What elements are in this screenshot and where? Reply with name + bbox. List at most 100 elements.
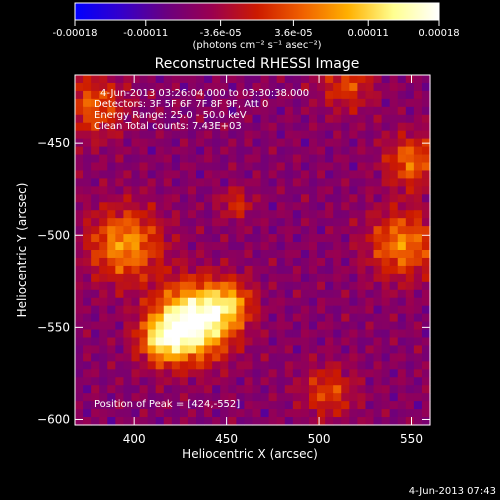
heatmap-cell [300,162,310,172]
heatmap-cell [91,138,100,148]
heatmap-cell [381,98,391,108]
heatmap-cell [413,114,423,124]
heatmap-cell [413,345,423,354]
heatmap-cell [421,369,431,378]
heatmap-cell [413,122,423,132]
heatmap-cell [260,393,270,402]
heatmap-cell [212,186,221,195]
heatmap-cell [300,202,310,211]
heatmap-cell [83,337,92,347]
heatmap-cell [179,130,189,140]
heatmap-cell [405,337,415,347]
heatmap-cell [171,226,181,235]
heatmap-cell [357,75,367,84]
heatmap-cell [139,75,149,84]
heatmap-cell [196,385,205,394]
heatmap-cell [155,345,165,354]
heatmap-cell [276,138,286,148]
heatmap-cell [163,234,173,243]
heatmap-cell [115,218,125,227]
x-tick-label: 500 [308,432,331,446]
heatmap-cell [83,393,92,402]
heatmap-cell [91,226,100,235]
heatmap-cell [139,329,149,339]
heatmap-cell [244,265,254,275]
heatmap-cell [212,154,221,164]
heatmap-cell [147,289,157,299]
heatmap-cell [220,385,229,394]
heatmap-cell [107,146,116,156]
heatmap-cell [421,289,431,299]
heatmap-cell [317,257,326,267]
heatmap-cell [196,234,205,243]
heatmap-cell [308,345,318,354]
heatmap-cell [381,297,391,307]
heatmap-cell [333,242,342,251]
heatmap-cell [268,297,278,307]
heatmap-cell [155,257,165,267]
heatmap-cell [91,114,100,124]
heatmap-cell [381,273,391,283]
heatmap-cell [373,162,383,172]
heatmap-cell [107,369,116,378]
heatmap-cell [204,321,213,331]
heatmap-cell [91,353,100,362]
heatmap-cell [115,265,125,275]
heatmap-cell [260,257,270,267]
heatmap-cell [284,178,294,187]
heatmap-cell [373,202,383,211]
heatmap-cell [365,305,375,315]
heatmap-cell [325,162,334,172]
heatmap-cell [171,138,181,148]
heatmap-cell [236,98,246,108]
heatmap-cell [99,114,108,124]
heatmap-cell [212,122,221,132]
heatmap-cell [349,138,358,148]
heatmap-cell [381,345,391,354]
heatmap-cell [405,98,415,108]
heatmap-cell [357,114,367,124]
heatmap-cell [389,162,399,172]
heatmap-cell [373,313,383,323]
heatmap-cell [405,114,415,124]
heatmap-cell [204,90,213,100]
heatmap-cell [421,178,431,187]
heatmap-cell [405,313,415,323]
heatmap-cell [179,114,189,124]
heatmap-cell [405,393,415,402]
heatmap-cell [204,401,213,410]
heatmap-cell [317,226,326,235]
heatmap-cell [196,353,205,362]
heatmap-cell [381,313,391,323]
heatmap-cell [131,401,141,410]
heatmap-cell [115,90,125,100]
heatmap-cell [349,146,358,156]
heatmap-cell [333,186,342,195]
heatmap-cell [179,265,189,275]
heatmap-cell [131,146,141,156]
heatmap-cell [357,353,367,362]
heatmap-cell [196,98,205,108]
heatmap-cell [317,146,326,156]
heatmap-cell [389,257,399,267]
heatmap-cell [252,377,262,386]
heatmap-cell [389,90,399,100]
heatmap-cell [276,154,286,164]
heatmap-cell [75,194,84,203]
heatmap-cell [341,273,350,283]
heatmap-cell [284,146,294,156]
heatmap-cell [405,194,415,203]
heatmap-cell [228,154,237,164]
heatmap-cell [228,202,237,211]
heatmap-cell [300,75,310,84]
heatmap-cell [228,75,237,84]
heatmap-cell [187,162,197,172]
heatmap-cell [115,106,125,116]
heatmap-cell [260,218,270,227]
heatmap-cell [139,234,149,243]
heatmap-cell [139,162,149,172]
heatmap-cell [204,130,213,140]
heatmap-cell [292,138,302,148]
heatmap-cell [260,265,270,275]
heatmap-cell [139,90,149,100]
